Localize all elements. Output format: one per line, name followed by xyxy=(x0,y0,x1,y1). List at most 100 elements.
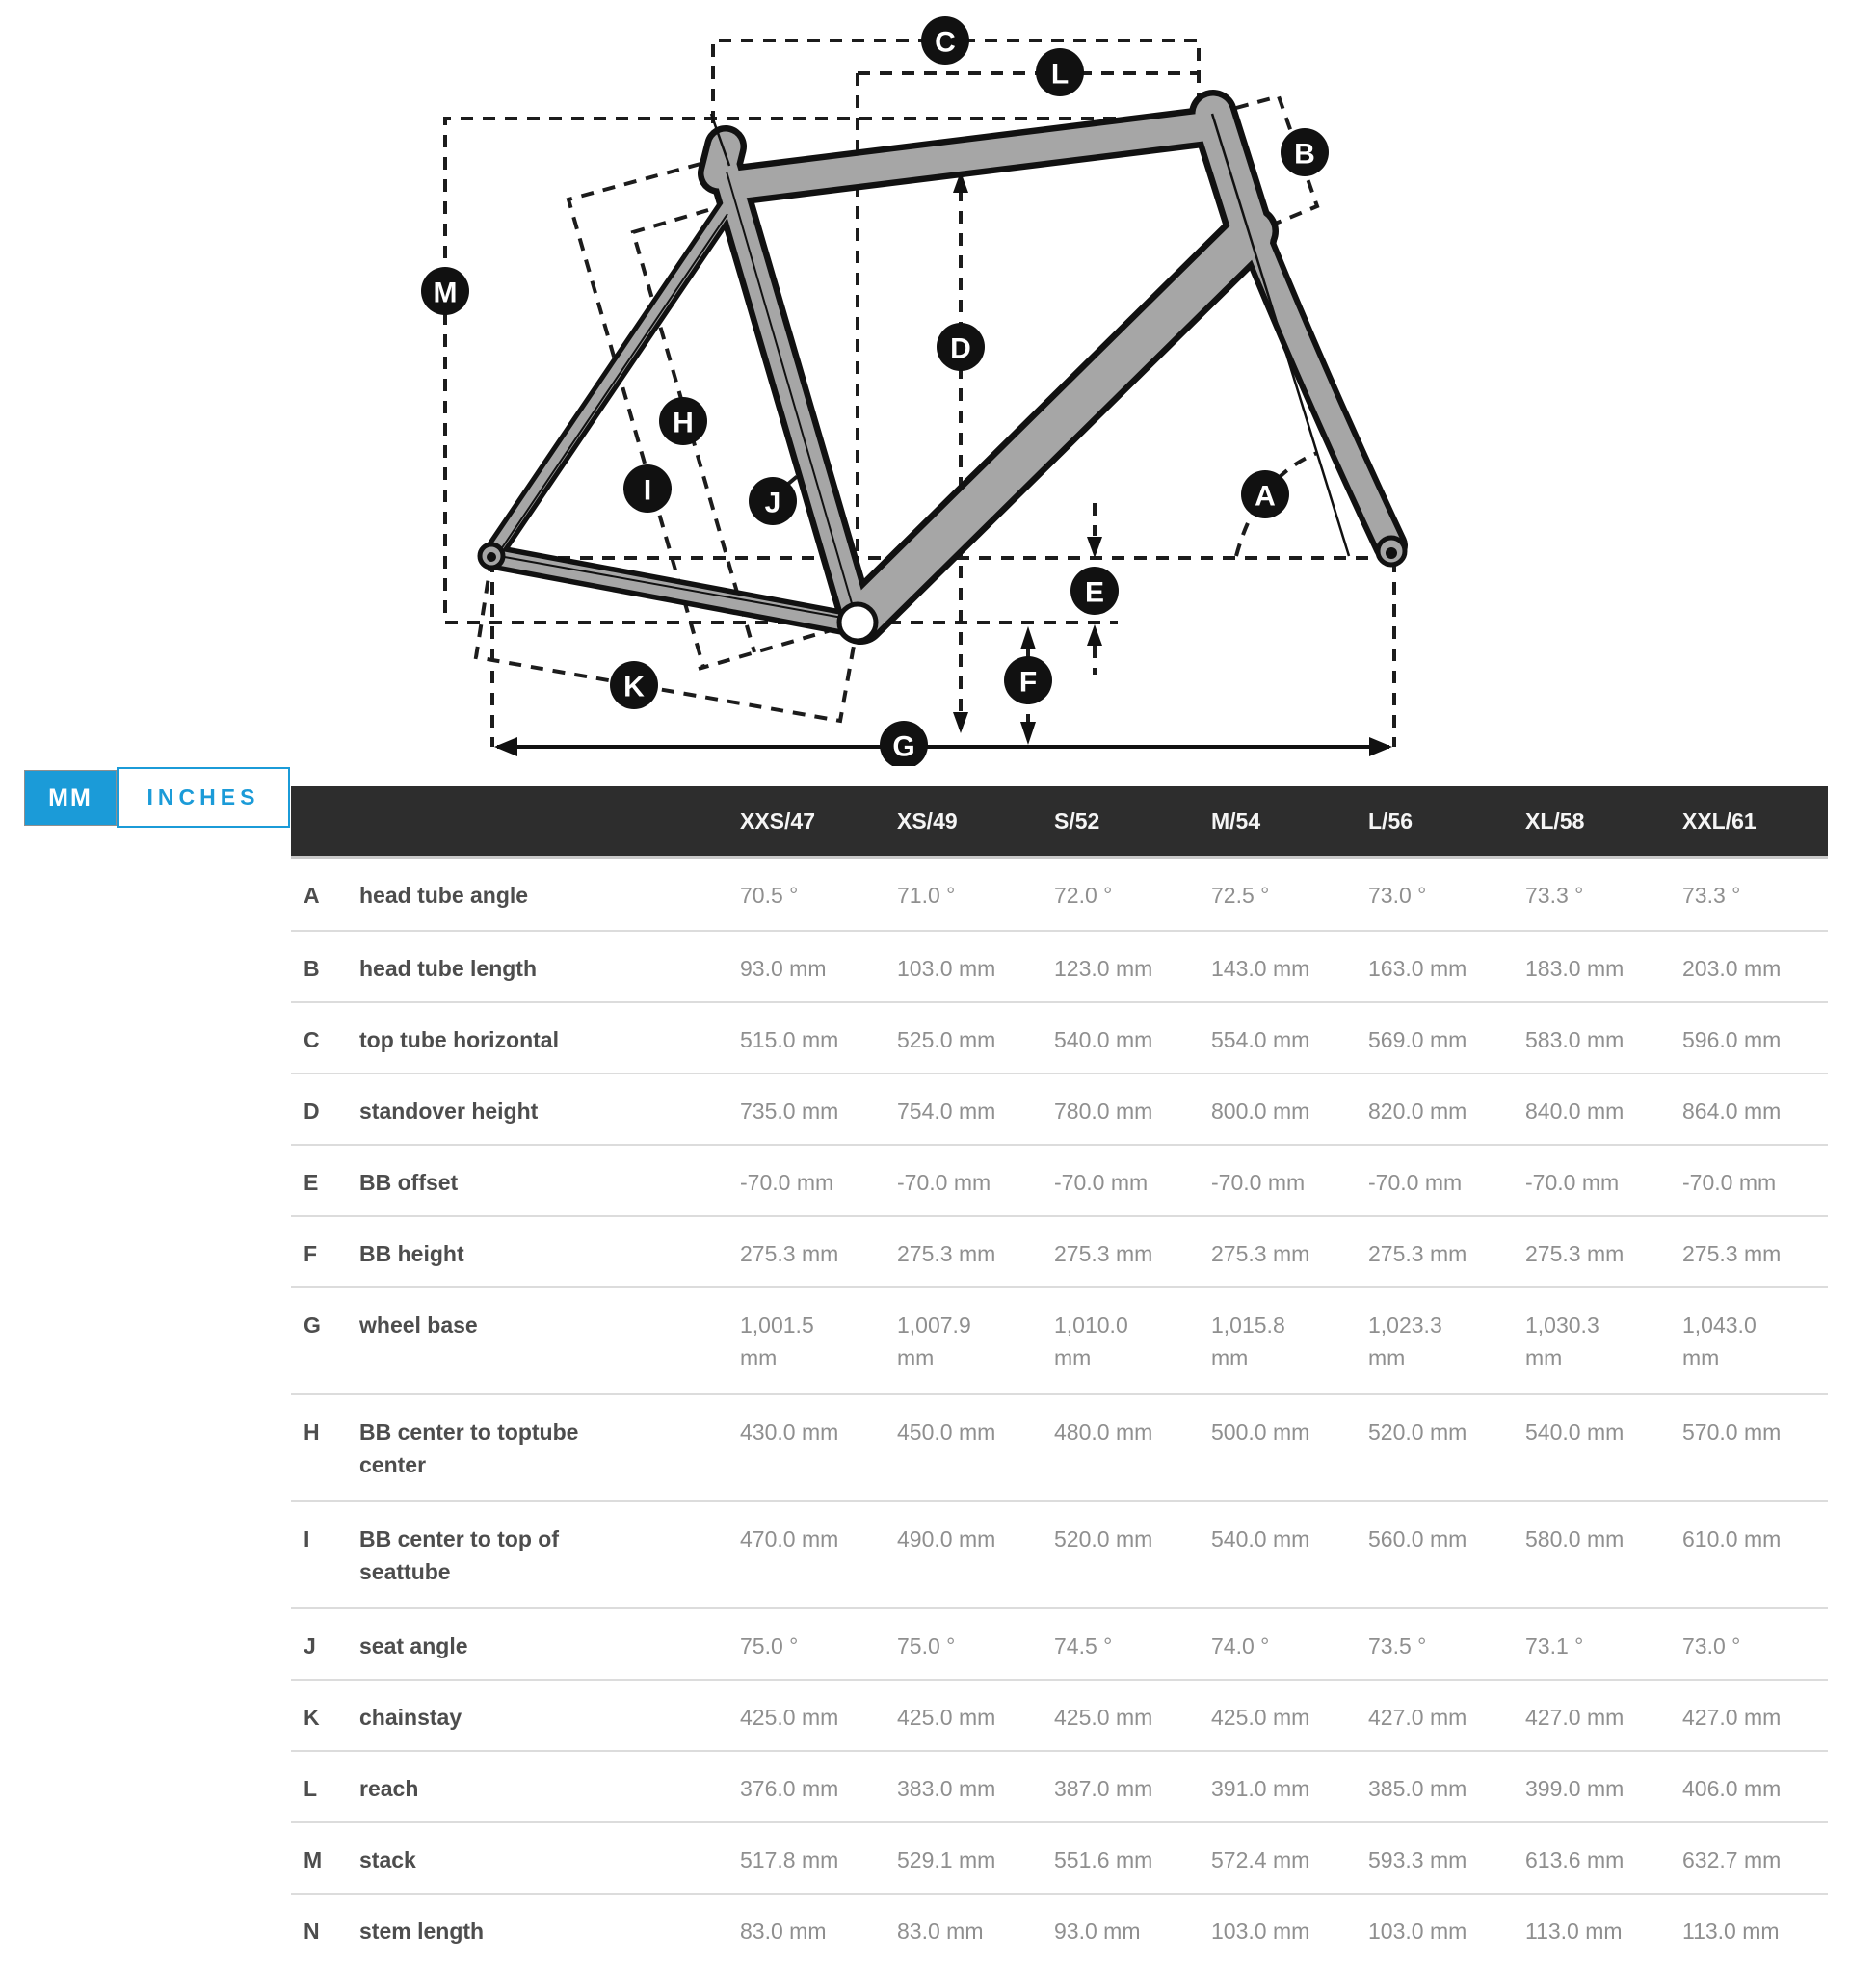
row-name: chainstay xyxy=(359,1705,462,1730)
geometry-value: 1,007.9 mm xyxy=(897,1312,971,1370)
geometry-value: 275.3 mm xyxy=(1211,1241,1310,1266)
row-letter: C xyxy=(304,1027,320,1052)
geometry-value: 387.0 mm xyxy=(1054,1776,1153,1801)
tube-seam-lines xyxy=(498,171,857,620)
row-name: stack xyxy=(359,1847,416,1872)
geometry-value: -70.0 mm xyxy=(1054,1170,1149,1195)
row-name: BB center to toptube center xyxy=(359,1419,579,1477)
rear-axle-dot xyxy=(487,552,496,562)
geometry-value: -70.0 mm xyxy=(1211,1170,1306,1195)
geometry-value: 275.3 mm xyxy=(1368,1241,1467,1266)
row-name: BB center to top of seattube xyxy=(359,1526,559,1584)
geometry-value: 385.0 mm xyxy=(1368,1776,1467,1801)
label-letter: I xyxy=(644,475,651,507)
geometry-value: 570.0 mm xyxy=(1682,1419,1782,1445)
geometry-value: 596.0 mm xyxy=(1682,1027,1782,1052)
geometry-value: 427.0 mm xyxy=(1525,1705,1625,1730)
geometry-value: -70.0 mm xyxy=(1525,1170,1620,1195)
geometry-value: 399.0 mm xyxy=(1525,1776,1625,1801)
geometry-value: 163.0 mm xyxy=(1368,956,1467,981)
geometry-value: 275.3 mm xyxy=(740,1241,839,1266)
axis-lines xyxy=(709,113,1351,557)
geometry-value: -70.0 mm xyxy=(897,1170,991,1195)
geometry-value: 520.0 mm xyxy=(1368,1419,1467,1445)
diagram-label-G: G xyxy=(880,721,928,769)
geometry-value: 490.0 mm xyxy=(897,1526,996,1551)
row-name: stem length xyxy=(359,1919,485,1944)
geometry-value: 183.0 mm xyxy=(1525,956,1625,981)
row-letter: G xyxy=(304,1312,321,1338)
geometry-value: 470.0 mm xyxy=(740,1526,839,1551)
label-circle xyxy=(1241,470,1289,518)
geometry-value: 391.0 mm xyxy=(1211,1776,1310,1801)
geometry-value: 735.0 mm xyxy=(740,1099,839,1124)
geometry-value: 275.3 mm xyxy=(1525,1241,1625,1266)
row-name: seat angle xyxy=(359,1633,468,1658)
inches-toggle-button[interactable]: INCHES xyxy=(117,767,290,828)
geometry-value: 572.4 mm xyxy=(1211,1847,1310,1872)
row-letter: H xyxy=(304,1419,320,1445)
geometry-value: 425.0 mm xyxy=(1211,1705,1310,1730)
geometry-value: 1,010.0 mm xyxy=(1054,1312,1128,1370)
geometry-value: 780.0 mm xyxy=(1054,1099,1153,1124)
label-circle xyxy=(1070,567,1119,615)
label-letter: L xyxy=(1051,59,1069,91)
label-letter: A xyxy=(1255,481,1276,513)
label-letter: H xyxy=(673,408,694,439)
geometry-value: 754.0 mm xyxy=(897,1099,996,1124)
geometry-value: -70.0 mm xyxy=(1368,1170,1463,1195)
geometry-value: 525.0 mm xyxy=(897,1027,996,1052)
geometry-value: 427.0 mm xyxy=(1368,1705,1467,1730)
geometry-value: 93.0 mm xyxy=(1054,1919,1141,1944)
geometry-value: 73.3 ° xyxy=(1682,883,1741,908)
row-name: BB offset xyxy=(359,1170,459,1195)
diagram-label-L: L xyxy=(1036,48,1084,96)
geometry-value: 83.0 mm xyxy=(740,1919,827,1944)
geometry-value: 74.0 ° xyxy=(1211,1633,1270,1658)
row-name: head tube angle xyxy=(359,883,529,908)
size-column-header: S/52 xyxy=(1054,808,1100,834)
dimension-arrowheads xyxy=(953,172,1102,745)
geometry-value: 75.0 ° xyxy=(740,1633,799,1658)
geometry-value: 73.1 ° xyxy=(1525,1633,1584,1658)
geometry-value: 450.0 mm xyxy=(897,1419,996,1445)
geometry-value: 75.0 ° xyxy=(897,1633,956,1658)
label-circle xyxy=(749,477,797,525)
row-letter: A xyxy=(304,883,320,908)
mm-toggle-button[interactable]: MM xyxy=(24,770,117,826)
geometry-value: 540.0 mm xyxy=(1211,1526,1310,1551)
geometry-value: 632.7 mm xyxy=(1682,1847,1782,1872)
geometry-value: 383.0 mm xyxy=(897,1776,996,1801)
row-letter: K xyxy=(304,1705,320,1730)
geometry-value: 864.0 mm xyxy=(1682,1099,1782,1124)
diagram-label-M: M xyxy=(421,267,469,315)
geometry-value: 275.3 mm xyxy=(1682,1241,1782,1266)
geometry-value: 1,023.3 mm xyxy=(1368,1312,1442,1370)
label-circle xyxy=(1281,128,1329,176)
diagram-label-C: C xyxy=(921,16,969,65)
row-letter: F xyxy=(304,1241,318,1266)
table-row: E BB offset -70.0 mm -70.0 mm -70.0 mm -70.0 … xyxy=(291,1144,1828,1215)
front-axle-dot xyxy=(1386,547,1397,559)
table-row: H BB center to toptube center 430.0 mm 450.… xyxy=(291,1393,1828,1500)
label-circle xyxy=(659,397,707,445)
geometry-value: 569.0 mm xyxy=(1368,1027,1467,1052)
row-letter: D xyxy=(304,1099,320,1124)
row-letter: I xyxy=(304,1526,310,1551)
geometry-value: 613.6 mm xyxy=(1525,1847,1625,1872)
geometry-value: 554.0 mm xyxy=(1211,1027,1310,1052)
diagram-label-B: B xyxy=(1281,128,1329,176)
row-name: top tube horizontal xyxy=(359,1027,559,1052)
size-column-header: XXL/61 xyxy=(1682,808,1757,834)
size-column-header: XS/49 xyxy=(897,808,958,834)
diagram-label-D: D xyxy=(937,323,985,371)
